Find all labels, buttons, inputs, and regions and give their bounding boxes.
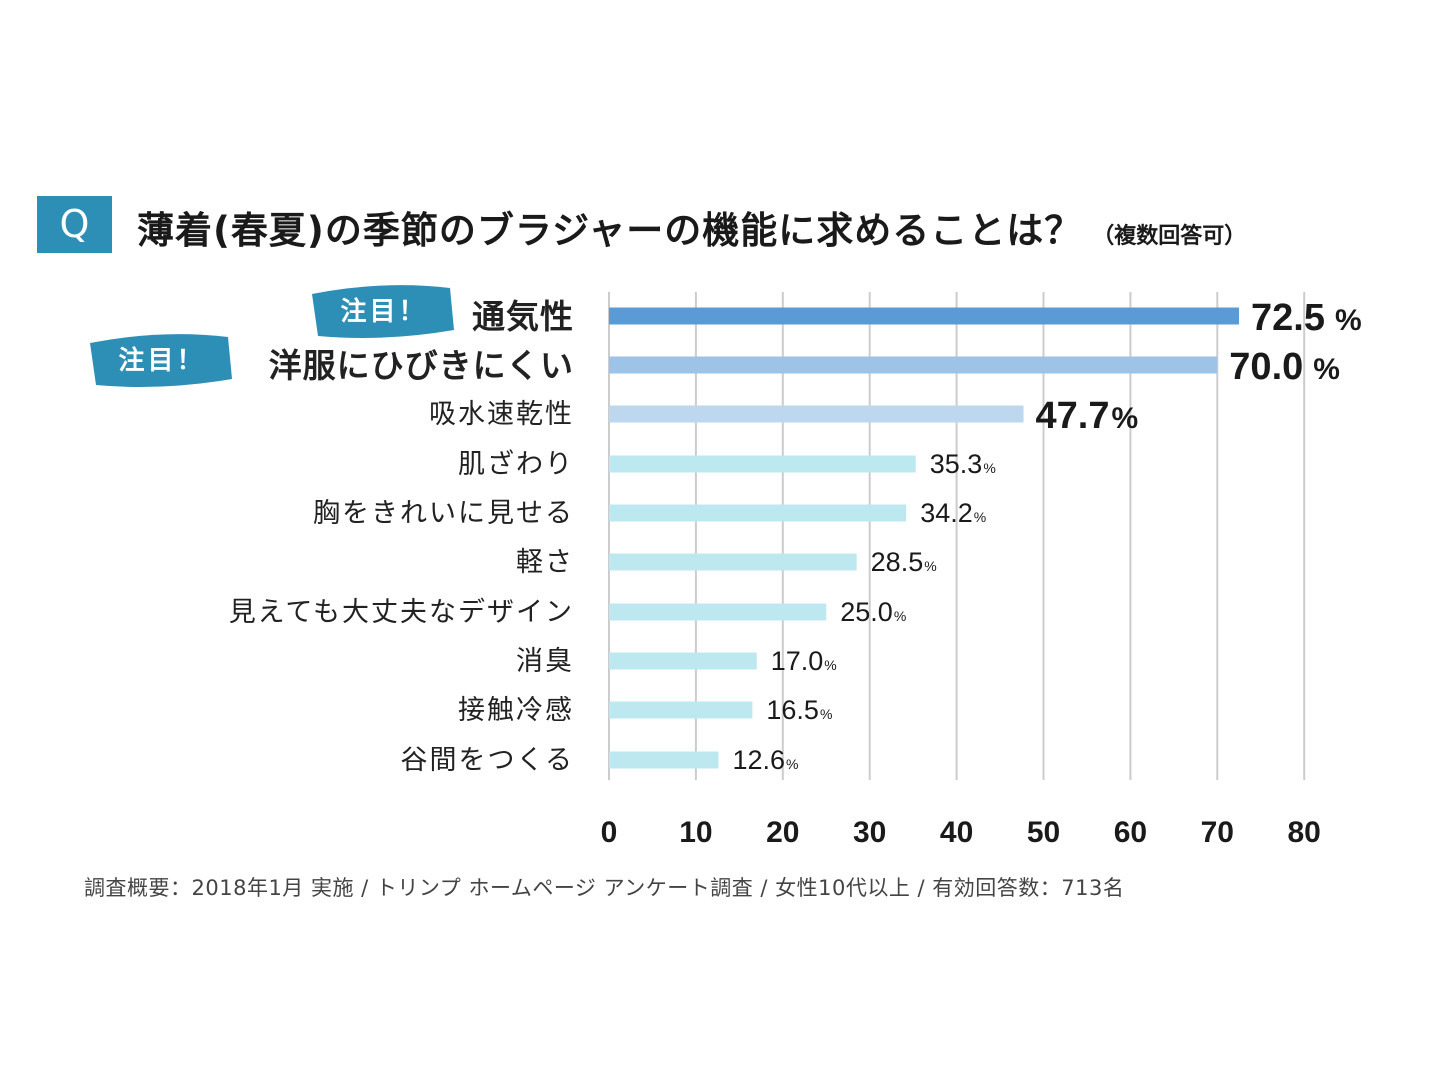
x-tick-label: 20: [766, 816, 799, 849]
question-badge: Q: [37, 196, 112, 253]
x-tick-label: 50: [1027, 816, 1060, 849]
category-label: 吸水速乾性: [429, 399, 574, 430]
bar: [609, 455, 916, 473]
category-label: 軽さ: [516, 547, 574, 578]
bar: [609, 504, 907, 522]
bar: [609, 751, 719, 769]
bar: [609, 701, 753, 719]
highlight-tag-label: 注目！: [340, 296, 427, 327]
value-number: 17.0: [771, 646, 824, 676]
value-unit: %: [1111, 402, 1138, 435]
value-label: 12.6%: [732, 745, 798, 775]
value-unit: %: [974, 509, 986, 525]
value-unit: %: [820, 706, 832, 722]
survey-footnote: 調査概要：2018年1月 実施 / トリンプ ホームページ アンケート調査 / …: [84, 876, 1125, 900]
value-label: 17.0%: [771, 646, 837, 676]
x-tick-label: 0: [601, 816, 618, 849]
x-tick-label: 80: [1288, 816, 1321, 849]
bar: [609, 553, 857, 571]
chart-title: 薄着(春夏)の季節のブラジャーの機能に求めることは？ （複数回答可）: [137, 200, 1246, 254]
value-number: 70.0: [1229, 346, 1303, 388]
x-tick-label: 30: [853, 816, 886, 849]
x-tick-label: 60: [1114, 816, 1147, 849]
value-label: 72.5%: [1251, 297, 1362, 339]
value-unit: %: [1335, 304, 1362, 337]
bar: [609, 405, 1024, 423]
category-label: 見えても大丈夫なデザイン: [229, 597, 574, 628]
value-number: 12.6: [732, 745, 785, 775]
value-label: 25.0%: [840, 597, 906, 627]
chart-title-text: 薄着(春夏)の季節のブラジャーの機能に求めることは？: [137, 209, 1083, 252]
bar: [609, 652, 757, 670]
chart-subtitle: （複数回答可）: [1092, 224, 1247, 249]
value-number: 34.2: [920, 498, 973, 528]
value-label: 35.3%: [930, 449, 996, 479]
value-number: 47.7: [1036, 395, 1110, 437]
highlight-tag-label: 注目！: [118, 345, 205, 376]
bar: [609, 603, 827, 621]
category-label: 通気性: [472, 297, 574, 336]
value-label: 28.5%: [871, 547, 937, 577]
value-number: 16.5: [766, 695, 819, 725]
value-number: 72.5: [1251, 297, 1325, 339]
category-label: 肌ざわり: [458, 449, 574, 480]
value-label: 34.2%: [920, 498, 986, 528]
bar: [609, 307, 1240, 325]
category-label: 消臭: [516, 646, 574, 677]
x-tick-label: 70: [1201, 816, 1234, 849]
value-number: 25.0: [840, 597, 893, 627]
value-unit: %: [924, 558, 936, 574]
x-tick-label: 40: [940, 816, 973, 849]
value-unit: %: [983, 460, 995, 476]
value-label: 47.7%: [1036, 395, 1139, 437]
value-label: 16.5%: [766, 695, 832, 725]
value-unit: %: [1313, 353, 1340, 386]
category-label: 谷間をつくる: [401, 745, 574, 776]
value-unit: %: [786, 756, 798, 772]
category-label: 洋服にひびきにくい: [269, 346, 574, 385]
value-number: 28.5: [871, 547, 924, 577]
category-label: 胸をきれいに見せる: [313, 498, 574, 529]
x-tick-label: 10: [679, 816, 712, 849]
value-label: 70.0%: [1229, 346, 1340, 388]
value-unit: %: [894, 608, 906, 624]
highlight-tag: [90, 334, 232, 387]
highlight-tag: [312, 285, 454, 338]
bar: [609, 356, 1218, 374]
category-label: 接触冷感: [458, 695, 574, 726]
value-number: 35.3: [930, 449, 983, 479]
value-unit: %: [824, 657, 836, 673]
